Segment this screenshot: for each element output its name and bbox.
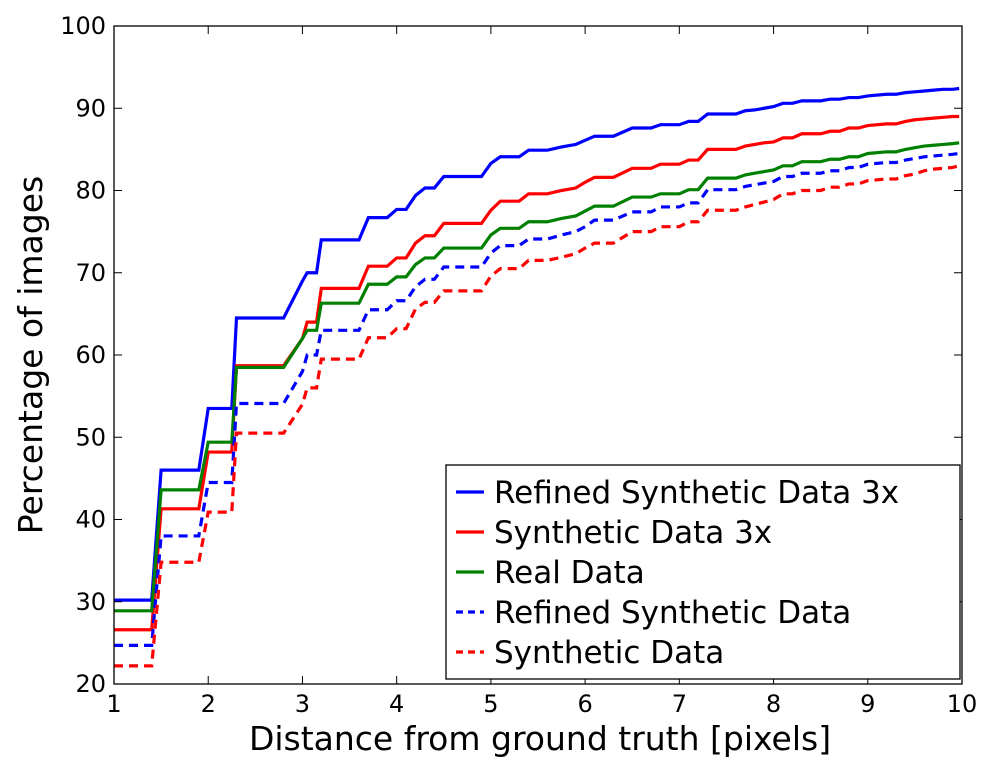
legend: Refined Synthetic Data 3x Synthetic Data … <box>445 464 961 680</box>
y-tick-label: 90 <box>75 94 106 122</box>
series-layer <box>114 86 960 668</box>
y-tick-label: 40 <box>75 506 106 534</box>
legend-box <box>445 464 961 680</box>
y-tick-label: 20 <box>75 670 106 698</box>
series-line-3 <box>114 141 960 613</box>
x-tick-label: 2 <box>201 690 216 718</box>
axes-layer: 1 2 3 4 5 6 7 8 9 10 20 30 40 50 60 70 80 90 100 <box>60 12 977 718</box>
y-tick-label: 50 <box>75 423 106 451</box>
x-tick-label: 1 <box>106 690 121 718</box>
y-axis-label: Percentage of images <box>11 176 50 534</box>
x-tick-label: 5 <box>483 690 498 718</box>
x-tick-label: 6 <box>577 690 592 718</box>
x-tick-label: 8 <box>766 690 781 718</box>
x-tick-label: 10 <box>947 690 978 718</box>
y-tick-label: 30 <box>75 588 106 616</box>
series-line-1 <box>114 86 960 602</box>
y-tick-label: 100 <box>60 12 106 40</box>
x-tick-label: 3 <box>295 690 310 718</box>
x-tick-label: 4 <box>389 690 404 718</box>
legend-label-5: Synthetic Data <box>494 635 724 671</box>
legend-label-4: Refined Synthetic Data <box>494 595 851 631</box>
y-tick-label: 70 <box>75 259 106 287</box>
y-tick-label: 80 <box>75 177 106 205</box>
series-line-4 <box>114 151 960 647</box>
x-tick-label: 9 <box>860 690 875 718</box>
legend-label-2: Synthetic Data 3x <box>494 515 772 551</box>
y-tick-label: 60 <box>75 341 106 369</box>
x-tick-label: 7 <box>672 690 687 718</box>
legend-label-1: Refined Synthetic Data 3x <box>494 475 899 511</box>
legend-label-3: Real Data <box>494 555 645 591</box>
x-axis-label: Distance from ground truth [pixels] <box>249 719 831 758</box>
